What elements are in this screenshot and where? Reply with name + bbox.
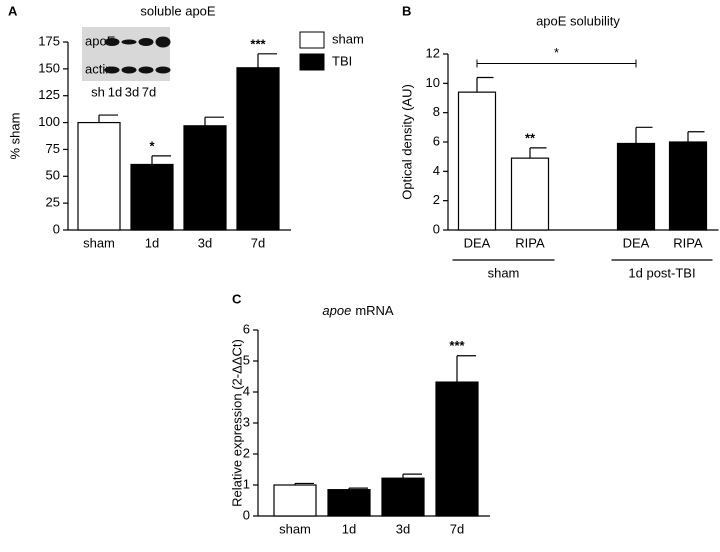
y-tick-label: 125	[38, 87, 60, 102]
bar	[435, 381, 479, 517]
y-tick-label: 4	[433, 163, 440, 178]
error-bar	[476, 76, 494, 93]
legend-label: TBI	[332, 53, 352, 68]
chart-title: apoE solubility	[536, 13, 620, 28]
inset-column-label: 3d	[125, 84, 139, 99]
x-tick-label: DEA	[464, 235, 491, 250]
y-tick-label: 2	[433, 192, 440, 207]
bar	[616, 142, 656, 231]
y-tick-label: 25	[46, 195, 60, 210]
y-tick-label: 6	[433, 133, 440, 148]
blot-band	[104, 38, 120, 46]
y-tick-label: 75	[46, 141, 60, 156]
bar	[510, 157, 550, 231]
panel-letter: C	[232, 291, 242, 306]
error-bar	[257, 53, 277, 68]
bar	[236, 67, 280, 231]
x-tick-label: 7d	[450, 521, 464, 536]
y-tick-label: 0	[53, 221, 60, 236]
title-part: mRNA	[355, 303, 394, 318]
bar	[77, 121, 121, 231]
group-label: sham	[488, 265, 520, 280]
error-bar	[402, 473, 422, 479]
y-tick-label: 6	[243, 321, 250, 336]
error-bar	[204, 116, 224, 126]
y-tick-label: 10	[426, 75, 440, 90]
inset-row-label: actin	[85, 61, 112, 76]
blot-band	[121, 39, 137, 45]
x-tick-label: sham	[279, 521, 311, 536]
error-bar	[635, 126, 653, 144]
blot-band	[155, 36, 171, 48]
x-tick-label: 1d	[342, 521, 356, 536]
blot-band	[155, 66, 171, 74]
y-tick-label: 0	[433, 221, 440, 236]
x-tick-label: 3d	[396, 521, 410, 536]
chart-title: soluble apoE	[140, 3, 215, 18]
inset-column-label: sh	[91, 84, 105, 99]
chart-title: apoe mRNA	[322, 303, 394, 318]
bar	[130, 163, 174, 231]
blot-band	[138, 38, 154, 46]
y-axis-label: % sham	[7, 113, 22, 160]
error-bar	[98, 114, 118, 123]
x-tick-label: DEA	[623, 235, 650, 250]
error-bar	[687, 131, 705, 142]
group-label: 1d post-TBI	[628, 265, 695, 280]
y-axis-label: Optical density (AU)	[399, 84, 414, 200]
x-tick-label: 7d	[251, 235, 265, 250]
significance: ***	[449, 338, 465, 353]
y-tick-label: 100	[38, 114, 60, 129]
inset-column-label: 7d	[142, 84, 156, 99]
bracket	[476, 59, 637, 68]
bracket-label: *	[554, 45, 559, 60]
error-bar	[348, 487, 368, 490]
x-tick-label: RIPA	[515, 235, 545, 250]
y-tick-label: 3	[243, 414, 250, 429]
bar	[381, 477, 425, 517]
x-tick-label: sham	[83, 235, 115, 250]
y-axis-label: Relative expression (2-ΔΔCt)	[229, 339, 244, 507]
panel-letter: B	[402, 3, 411, 18]
blot-band	[104, 66, 120, 74]
blot-band	[121, 66, 137, 74]
y-tick-label: 2	[243, 445, 250, 460]
bar	[183, 125, 227, 231]
x-tick-label: RIPA	[673, 235, 703, 250]
legend-swatch	[299, 31, 325, 49]
y-tick-label: 150	[38, 60, 60, 75]
y-tick-label: 12	[426, 45, 440, 60]
inset-column-label: 1d	[108, 84, 122, 99]
bar	[457, 91, 497, 231]
y-tick-label: 5	[243, 352, 250, 367]
legend-swatch	[299, 53, 325, 71]
error-bar	[294, 482, 314, 485]
y-tick-label: 8	[433, 104, 440, 119]
error-bar	[456, 355, 476, 383]
y-tick-label: 1	[243, 476, 250, 491]
blot-band	[138, 66, 154, 74]
bar	[273, 484, 317, 517]
legend-label: sham	[332, 31, 364, 46]
bar	[327, 489, 371, 517]
y-tick-label: 175	[38, 33, 60, 48]
y-tick-label: 0	[243, 507, 250, 522]
y-tick-label: 4	[243, 383, 250, 398]
y-tick-label: 50	[46, 168, 60, 183]
significance: ***	[250, 36, 266, 51]
title-part: apoe	[322, 303, 351, 318]
error-bar	[151, 155, 171, 165]
significance: **	[525, 130, 536, 145]
x-tick-label: 3d	[198, 235, 212, 250]
error-bar	[529, 147, 547, 159]
significance: *	[149, 138, 155, 153]
panel-letter: A	[8, 3, 18, 18]
x-tick-label: 1d	[145, 235, 159, 250]
bar	[668, 141, 708, 231]
